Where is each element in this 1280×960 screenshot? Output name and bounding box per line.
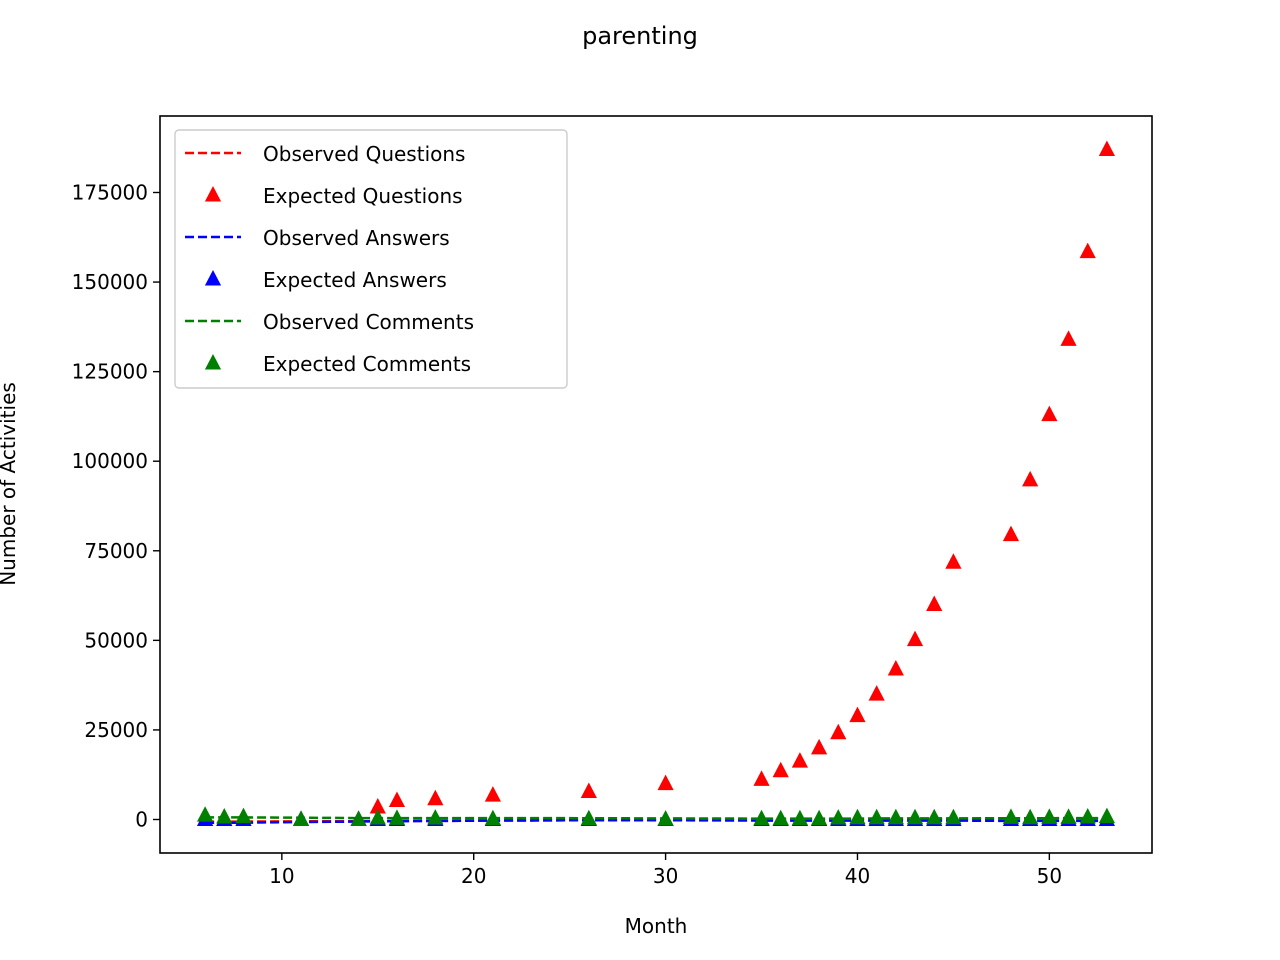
data-point bbox=[1002, 808, 1020, 824]
legend-label: Observed Questions bbox=[263, 142, 465, 166]
legend-label: Observed Comments bbox=[263, 310, 474, 334]
x-axis: 10 20 30 40 50 bbox=[269, 853, 1062, 888]
data-point bbox=[945, 553, 962, 569]
legend-box bbox=[174, 129, 568, 389]
y-axis-label: Number of Activities bbox=[0, 382, 20, 586]
data-point bbox=[388, 809, 406, 825]
data-point bbox=[1098, 807, 1116, 824]
data-point bbox=[791, 809, 809, 826]
legend-swatch-marker bbox=[204, 270, 222, 286]
data-point bbox=[849, 808, 866, 825]
data-point bbox=[1079, 242, 1096, 259]
data-point bbox=[810, 809, 828, 826]
data-point bbox=[906, 808, 924, 825]
data-point bbox=[1022, 470, 1039, 487]
data-point bbox=[196, 806, 214, 822]
y-tick-label: 150000 bbox=[72, 270, 148, 294]
data-point bbox=[772, 809, 789, 826]
legend-entry: Expected Comments bbox=[204, 352, 471, 376]
data-point bbox=[657, 774, 674, 791]
y-tick-label: 0 bbox=[135, 808, 148, 832]
data-point bbox=[926, 595, 943, 612]
series-line-2 bbox=[205, 816, 1107, 820]
legend-label: Observed Answers bbox=[263, 226, 450, 250]
data-point bbox=[1060, 330, 1077, 346]
data-point bbox=[887, 660, 904, 676]
legend-entry: Observed Questions bbox=[185, 142, 465, 166]
data-point bbox=[772, 761, 789, 778]
data-point bbox=[369, 809, 386, 825]
data-point bbox=[1098, 140, 1116, 156]
data-point bbox=[1041, 808, 1058, 824]
y-tick-label: 175000 bbox=[72, 180, 148, 204]
data-point bbox=[1079, 807, 1096, 824]
legend: Observed Questions Expected Questions Obse… bbox=[174, 129, 568, 389]
y-tick-label: 100000 bbox=[72, 449, 148, 473]
data-point bbox=[830, 723, 847, 740]
data-point bbox=[427, 809, 444, 825]
legend-label: Expected Answers bbox=[263, 268, 447, 292]
data-point bbox=[1022, 808, 1039, 825]
data-point bbox=[657, 810, 674, 826]
data-point bbox=[1002, 525, 1020, 542]
data-point bbox=[753, 770, 770, 786]
series-line-1 bbox=[205, 818, 1107, 824]
data-point bbox=[1041, 405, 1058, 422]
legend-swatch-marker bbox=[204, 354, 222, 370]
plot-area bbox=[196, 140, 1116, 826]
data-point bbox=[484, 786, 502, 802]
x-tick-label: 10 bbox=[269, 864, 294, 888]
data-point bbox=[580, 809, 597, 826]
y-tick-label: 125000 bbox=[72, 360, 148, 384]
data-point bbox=[887, 808, 904, 825]
data-point bbox=[753, 809, 770, 826]
data-point bbox=[292, 810, 310, 826]
x-tick-label: 40 bbox=[845, 864, 870, 888]
y-tick-label: 25000 bbox=[84, 718, 148, 742]
x-axis-label: Month bbox=[625, 914, 688, 938]
data-point bbox=[926, 808, 943, 825]
data-point bbox=[1060, 808, 1077, 824]
chart-title: parenting bbox=[582, 22, 698, 50]
legend-entry: Observed Answers bbox=[185, 226, 450, 250]
data-point bbox=[791, 752, 809, 768]
data-point bbox=[849, 706, 866, 723]
legend-entry: Observed Comments bbox=[185, 310, 474, 334]
legend-label: Expected Questions bbox=[263, 184, 463, 208]
data-point bbox=[906, 630, 924, 647]
legend-swatch-marker bbox=[204, 186, 222, 202]
axes-frame bbox=[159, 115, 1153, 854]
data-point bbox=[484, 809, 502, 826]
data-point bbox=[810, 738, 828, 755]
data-point bbox=[868, 808, 885, 825]
legend-entry: Expected Answers bbox=[204, 268, 447, 292]
y-tick-label: 50000 bbox=[84, 628, 148, 652]
data-point bbox=[388, 791, 406, 807]
data-point bbox=[580, 782, 597, 799]
data-point bbox=[350, 810, 367, 826]
y-axis: 0 25000 50000 75000 100000 125000 150000 175000 bbox=[72, 180, 160, 832]
data-point bbox=[830, 809, 847, 825]
data-point bbox=[369, 797, 386, 814]
x-tick-label: 30 bbox=[653, 864, 678, 888]
legend-entry: Expected Questions bbox=[204, 184, 463, 208]
legend-label: Expected Comments bbox=[263, 352, 471, 376]
data-point bbox=[427, 789, 444, 806]
data-point bbox=[216, 807, 233, 824]
data-point bbox=[945, 808, 962, 825]
y-tick-label: 75000 bbox=[84, 539, 148, 563]
x-tick-label: 50 bbox=[1037, 864, 1062, 888]
data-point bbox=[868, 685, 885, 701]
x-tick-label: 20 bbox=[461, 864, 486, 888]
data-point bbox=[235, 807, 252, 824]
